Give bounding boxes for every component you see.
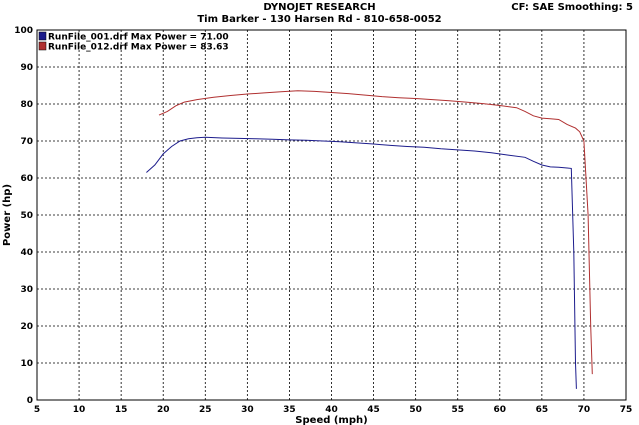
x-tick-label: 20 xyxy=(157,405,170,415)
x-tick-label: 40 xyxy=(325,405,338,415)
y-tick-label: 50 xyxy=(20,211,33,221)
y-tick-label: 20 xyxy=(20,322,33,332)
x-tick-label: 45 xyxy=(367,405,380,415)
x-tick-label: 5 xyxy=(34,405,40,415)
x-axis-label: Speed (mph) xyxy=(295,415,367,425)
y-tick-label: 40 xyxy=(20,248,33,258)
chart-subtitle: Tim Barker - 130 Harsen Rd - 810-658-005… xyxy=(197,14,442,25)
x-tick-label: 10 xyxy=(73,405,86,415)
x-tick-label: 15 xyxy=(115,405,128,415)
y-tick-label: 100 xyxy=(14,26,33,36)
correction-info: CF: SAE Smoothing: 5 xyxy=(511,2,633,13)
x-tick-label: 30 xyxy=(241,405,254,415)
y-tick-label: 80 xyxy=(20,100,33,110)
legend-label: RunFile_001.drf Max Power = 71.00 xyxy=(48,33,229,43)
x-tick-label: 50 xyxy=(409,405,422,415)
legend-label: RunFile_012.drf Max Power = 83.63 xyxy=(48,43,229,53)
chart-title: DYNOJET RESEARCH xyxy=(263,2,376,13)
x-tick-label: 75 xyxy=(620,405,633,415)
series-line-2 xyxy=(158,90,593,375)
y-axis-label: Power (hp) xyxy=(2,184,13,246)
y-tick-labels: 0 10 20 30 40 50 60 70 80 90 100 xyxy=(14,26,33,406)
y-tick-label: 60 xyxy=(20,174,33,184)
series-line-1 xyxy=(146,136,577,389)
legend-swatch xyxy=(38,41,47,51)
legend-swatch xyxy=(38,31,47,41)
series-lines xyxy=(146,90,593,389)
plot-frame xyxy=(36,29,627,401)
x-tick-labels: 5 10 15 20 25 30 35 40 45 50 55 60 65 70 75 xyxy=(34,405,632,415)
x-tick-label: 25 xyxy=(199,405,212,415)
y-tick-label: 70 xyxy=(20,137,33,147)
x-tick-label: 60 xyxy=(494,405,507,415)
legend: RunFile_001.drf Max Power = 71.00RunFile… xyxy=(38,31,229,53)
x-tick-label: 55 xyxy=(451,405,464,415)
x-tick-label: 35 xyxy=(283,405,296,415)
y-tick-label: 90 xyxy=(20,63,33,73)
x-tick-label: 65 xyxy=(536,405,549,415)
y-tick-label: 10 xyxy=(20,359,33,369)
y-tick-label: 30 xyxy=(20,285,33,295)
grid xyxy=(36,29,627,401)
x-tick-label: 70 xyxy=(578,405,591,415)
y-tick-label: 0 xyxy=(27,396,33,406)
